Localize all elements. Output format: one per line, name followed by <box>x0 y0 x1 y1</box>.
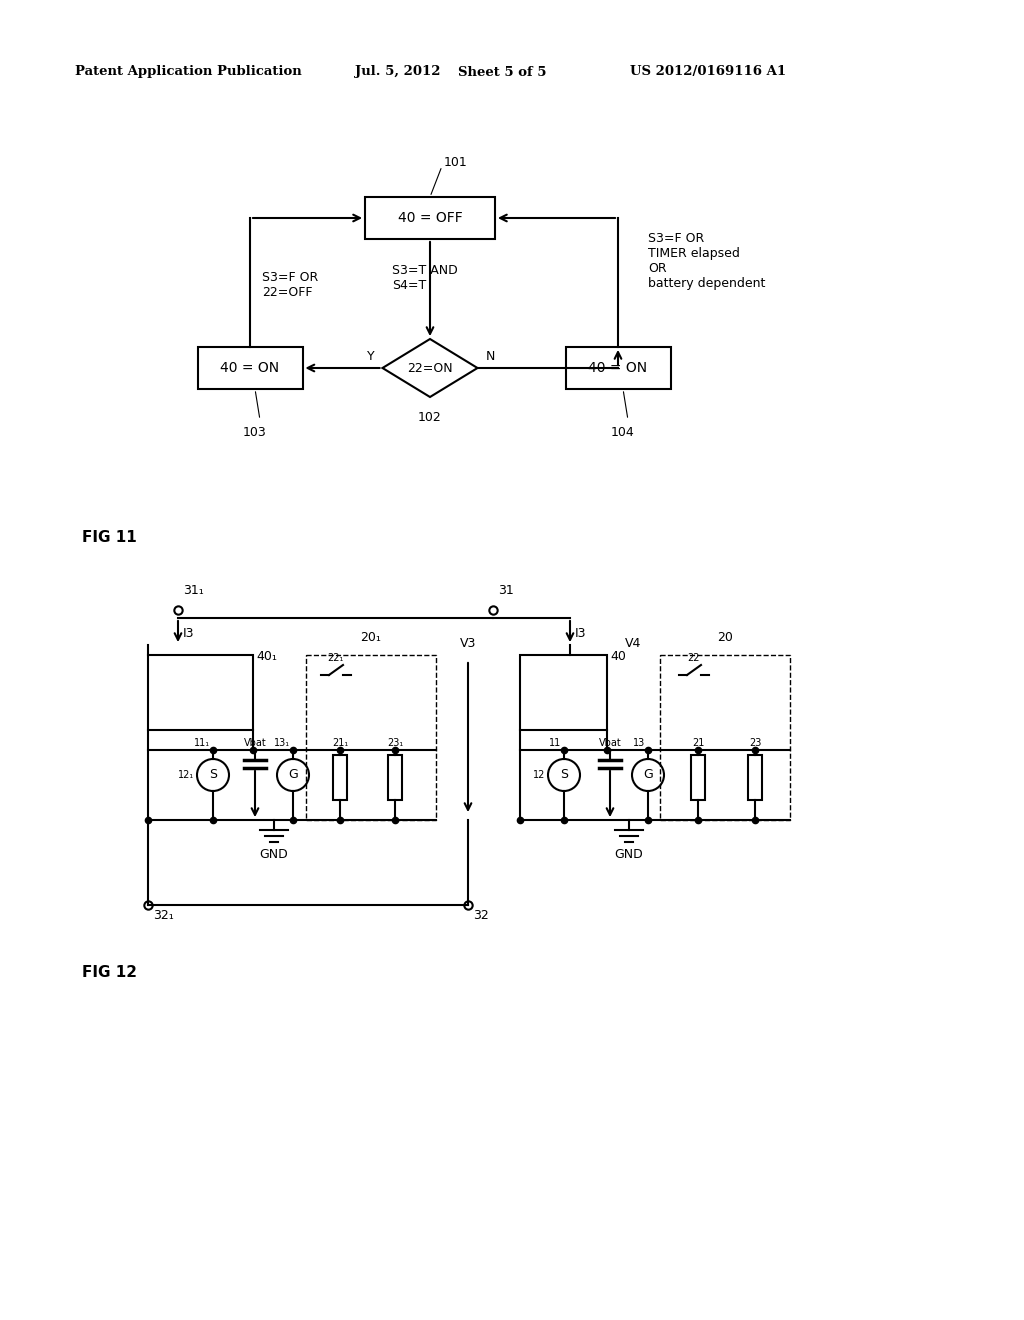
Text: S3=F OR
22=OFF: S3=F OR 22=OFF <box>262 271 318 300</box>
Text: 23: 23 <box>749 738 761 748</box>
Text: 32: 32 <box>473 909 488 921</box>
Text: 40 = OFF: 40 = OFF <box>397 211 463 224</box>
Text: G: G <box>643 768 653 781</box>
Text: 12₁: 12₁ <box>178 770 194 780</box>
Bar <box>198 347 302 389</box>
Text: S3=F OR
TIMER elapsed
OR
battery dependent: S3=F OR TIMER elapsed OR battery depende… <box>648 232 765 290</box>
Text: S: S <box>209 768 217 781</box>
Bar <box>565 347 671 389</box>
Text: GND: GND <box>614 847 643 861</box>
Bar <box>520 655 607 730</box>
Text: FIG 12: FIG 12 <box>82 965 137 979</box>
Text: 13₁: 13₁ <box>273 738 290 748</box>
Text: Y: Y <box>367 350 375 363</box>
Text: 20₁: 20₁ <box>360 631 381 644</box>
Text: 13: 13 <box>633 738 645 748</box>
Text: 104: 104 <box>611 426 635 440</box>
Text: 102: 102 <box>418 411 442 424</box>
Text: Patent Application Publication: Patent Application Publication <box>75 66 302 78</box>
Text: S: S <box>560 768 568 781</box>
Bar <box>691 755 705 800</box>
Text: 21₁: 21₁ <box>332 738 348 748</box>
Text: 20: 20 <box>717 631 733 644</box>
Text: GND: GND <box>260 847 289 861</box>
Text: 31₁: 31₁ <box>183 583 204 597</box>
Text: 21: 21 <box>692 738 705 748</box>
Bar <box>660 655 790 820</box>
Text: Jul. 5, 2012: Jul. 5, 2012 <box>355 66 440 78</box>
Text: 22: 22 <box>687 653 699 663</box>
Bar <box>748 755 762 800</box>
Text: N: N <box>485 350 495 363</box>
Text: 40 = ON: 40 = ON <box>589 360 647 375</box>
Text: 31: 31 <box>498 583 514 597</box>
Text: V4: V4 <box>625 638 641 649</box>
Bar <box>388 755 402 800</box>
Bar <box>333 755 347 800</box>
Text: US 2012/0169116 A1: US 2012/0169116 A1 <box>630 66 786 78</box>
Bar <box>148 655 253 730</box>
Text: 12: 12 <box>532 770 545 780</box>
Text: 40 = ON: 40 = ON <box>220 360 280 375</box>
Bar <box>365 197 495 239</box>
Text: FIG 11: FIG 11 <box>82 531 137 545</box>
Text: Vbat: Vbat <box>599 738 622 748</box>
Text: I3: I3 <box>575 627 587 640</box>
Text: 32₁: 32₁ <box>153 909 174 921</box>
Text: 101: 101 <box>444 157 468 169</box>
Polygon shape <box>383 339 477 397</box>
Text: 22=ON: 22=ON <box>408 362 453 375</box>
Text: Sheet 5 of 5: Sheet 5 of 5 <box>458 66 547 78</box>
Text: 23₁: 23₁ <box>387 738 403 748</box>
Text: 22₁: 22₁ <box>327 653 343 663</box>
Text: 40₁: 40₁ <box>256 649 276 663</box>
Text: 103: 103 <box>243 426 267 440</box>
Bar <box>306 655 436 820</box>
Text: G: G <box>288 768 298 781</box>
Text: S3=T AND
S4=T: S3=T AND S4=T <box>392 264 458 292</box>
Text: 11₁: 11₁ <box>194 738 210 748</box>
Text: 11: 11 <box>549 738 561 748</box>
Text: I3: I3 <box>183 627 195 640</box>
Text: V3: V3 <box>460 638 476 649</box>
Text: Vbat: Vbat <box>244 738 266 748</box>
Text: 40: 40 <box>610 649 626 663</box>
